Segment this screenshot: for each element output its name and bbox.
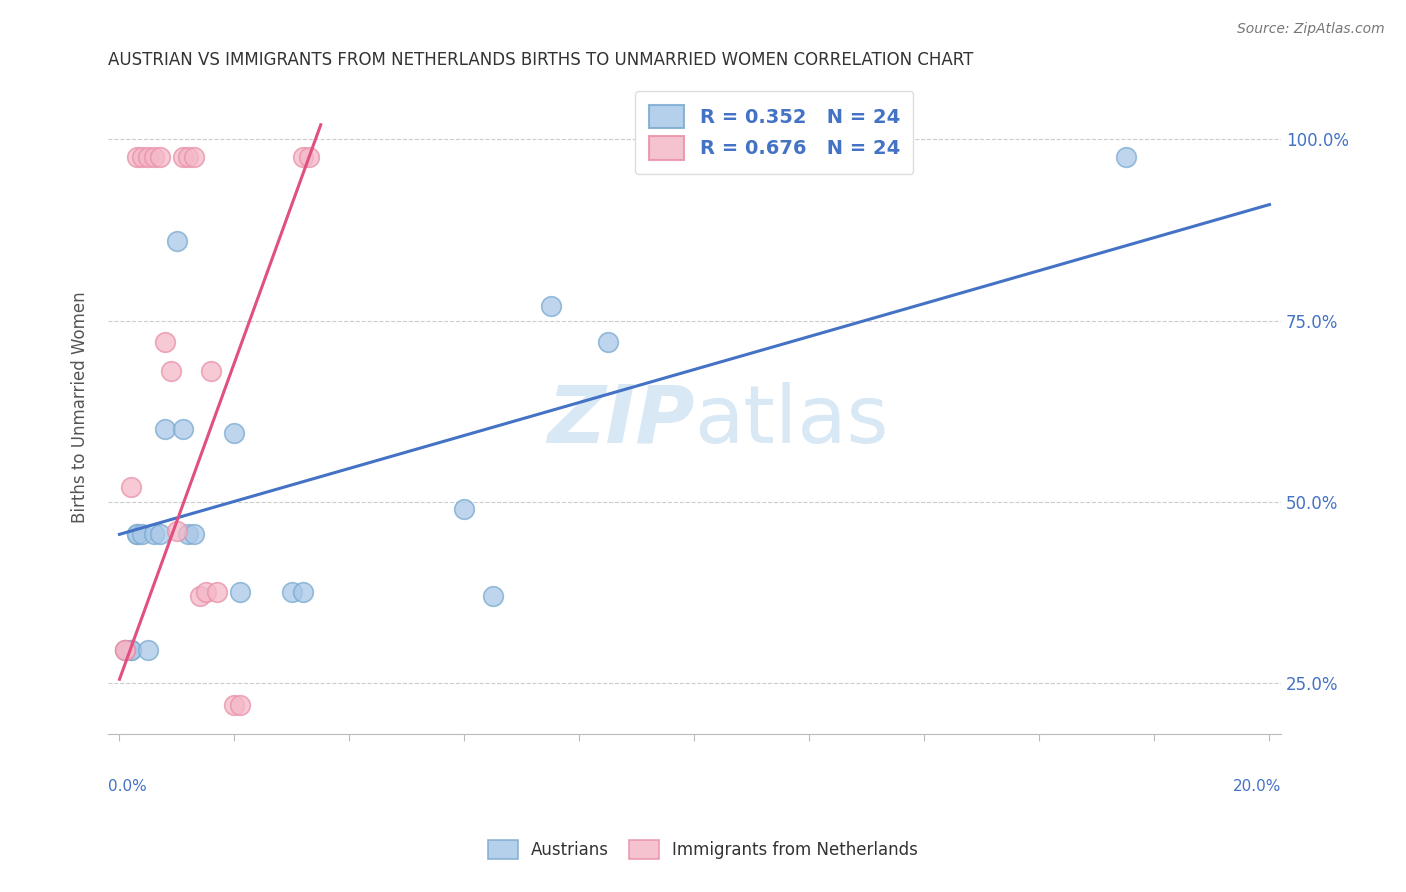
Point (769, 763, 792, 777)
Text: atlas: atlas (695, 382, 889, 459)
Point (540, 299, 562, 313)
Point (120, 643, 142, 657)
Point (114, 643, 136, 657)
Point (131, 527, 153, 541)
Point (453, 502, 475, 516)
Point (149, 527, 172, 541)
Point (281, 585, 304, 599)
Text: AUSTRIAN VS IMMIGRANTS FROM NETHERLANDS BIRTHS TO UNMARRIED WOMEN CORRELATION CH: AUSTRIAN VS IMMIGRANTS FROM NETHERLANDS … (108, 51, 973, 69)
Point (207, 585, 229, 599)
Point (166, 524, 188, 538)
Point (224, 698, 246, 712)
Point (292, 151, 315, 165)
Point (114, 643, 136, 657)
Point (188, 589, 211, 603)
Point (120, 643, 142, 657)
Point (229, 698, 252, 712)
Point (143, 527, 166, 541)
Point (183, 151, 205, 165)
Point (229, 585, 252, 599)
Point (287, 770, 309, 784)
Point (136, 151, 159, 165)
Point (194, 585, 217, 599)
Point (155, 422, 177, 436)
Point (177, 151, 200, 165)
Point (160, 364, 183, 378)
Point (143, 151, 166, 165)
Text: Source: ZipAtlas.com: Source: ZipAtlas.com (1237, 22, 1385, 37)
Point (149, 151, 172, 165)
Y-axis label: Births to Unmarried Women: Births to Unmarried Women (72, 292, 89, 524)
Point (155, 335, 177, 350)
Point (125, 527, 148, 541)
Point (281, 741, 304, 756)
Point (166, 234, 188, 248)
Point (183, 527, 205, 541)
Point (224, 425, 246, 440)
Text: 0.0%: 0.0% (108, 780, 146, 794)
Text: 20.0%: 20.0% (1233, 780, 1281, 794)
Point (125, 527, 148, 541)
Point (172, 151, 194, 165)
Point (482, 589, 505, 603)
Text: ZIP: ZIP (547, 382, 695, 459)
Point (292, 585, 315, 599)
Point (177, 527, 200, 541)
Point (1115, 151, 1137, 165)
Point (172, 422, 194, 436)
Point (131, 151, 153, 165)
Point (200, 364, 222, 378)
Point (114, 643, 136, 657)
Point (598, 335, 620, 350)
Point (125, 151, 148, 165)
Point (120, 480, 142, 494)
Legend: Austrians, Immigrants from Netherlands: Austrians, Immigrants from Netherlands (481, 834, 925, 866)
Point (136, 643, 159, 657)
Legend: R = 0.352   N = 24, R = 0.676   N = 24: R = 0.352 N = 24, R = 0.676 N = 24 (636, 91, 914, 174)
Point (298, 151, 321, 165)
